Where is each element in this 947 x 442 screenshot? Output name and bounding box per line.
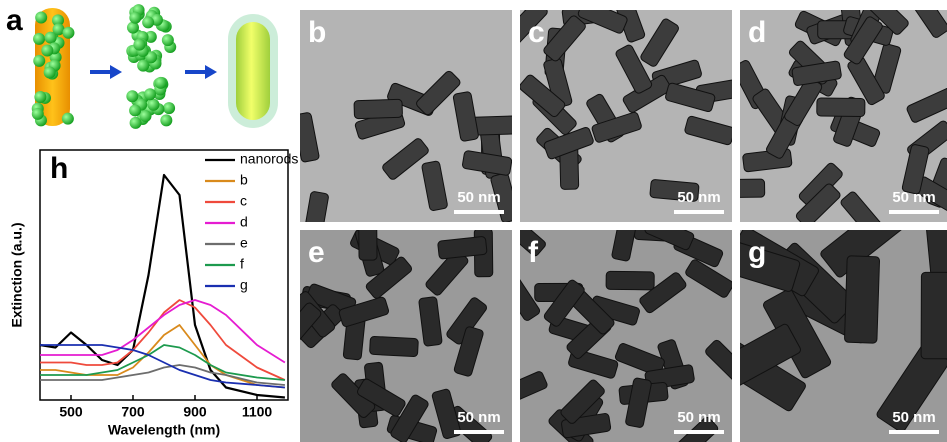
panel-label: a xyxy=(6,4,23,37)
nanoparticle xyxy=(33,33,45,45)
legend-label: e xyxy=(240,235,248,251)
nanoparticle xyxy=(160,114,172,126)
nanoparticle xyxy=(45,32,57,44)
legend-label: f xyxy=(240,256,244,272)
nanorod xyxy=(844,256,879,343)
scale-bar-label: 50 nm xyxy=(892,409,935,426)
nanoparticle xyxy=(162,34,174,46)
panel-label: c xyxy=(528,16,545,49)
nanorod xyxy=(354,99,403,118)
coated-rod xyxy=(236,22,270,120)
tem-image: d 50 nm xyxy=(716,0,947,239)
scale-bar-label: 50 nm xyxy=(677,189,720,206)
legend-label: d xyxy=(240,214,248,230)
panel-label: h xyxy=(50,152,68,185)
nanoparticle xyxy=(140,110,152,122)
x-tick-label: 700 xyxy=(121,404,145,420)
legend-label: c xyxy=(240,193,247,209)
panel-label: d xyxy=(748,16,766,49)
scale-bar-label: 50 nm xyxy=(892,189,935,206)
nanorod xyxy=(817,98,865,117)
legend-label: b xyxy=(240,172,248,188)
nanoparticle xyxy=(62,113,74,125)
chart-panel: h Wavelength (nm) Extinction (a.u.) 500 7… xyxy=(9,150,299,438)
nanoparticle xyxy=(129,104,141,116)
nanoparticle xyxy=(34,91,46,103)
nanoparticle xyxy=(62,27,74,39)
nanoparticle xyxy=(133,39,145,51)
nanoparticle xyxy=(33,55,45,67)
nanorod xyxy=(606,271,654,290)
nanoparticle xyxy=(126,90,138,102)
scale-bar-label: 50 nm xyxy=(457,189,500,206)
scale-bar-label: 50 nm xyxy=(457,409,500,426)
x-axis-title: Wavelength (nm) xyxy=(108,422,220,438)
x-tick-label: 500 xyxy=(59,404,83,420)
nanoparticle xyxy=(130,117,142,129)
panel-label: e xyxy=(308,236,325,269)
tem-content xyxy=(709,200,947,442)
panel-label: f xyxy=(528,236,539,269)
y-axis-title: Extinction (a.u.) xyxy=(9,223,25,328)
x-tick-label: 900 xyxy=(183,404,207,420)
schematic: a xyxy=(6,4,278,129)
nanoparticle xyxy=(44,67,56,79)
panel-label: g xyxy=(748,236,766,269)
tem-image: g 50 nm xyxy=(709,200,947,442)
nanoparticle xyxy=(32,108,44,120)
tem-image: c 50 nm xyxy=(503,0,746,222)
nanoparticle xyxy=(35,12,47,24)
tem-image: f 50 nm xyxy=(497,211,751,442)
legend-label: g xyxy=(240,277,248,293)
nanorod xyxy=(921,272,947,359)
nanoparticle xyxy=(163,102,175,114)
arrow-head xyxy=(205,65,217,79)
arrow-head xyxy=(110,65,122,79)
nanoparticle xyxy=(155,77,167,89)
nanoparticle xyxy=(144,88,156,100)
x-tick-label: 1100 xyxy=(242,404,273,420)
scale-bar-label: 50 nm xyxy=(677,409,720,426)
nanoparticle xyxy=(142,16,154,28)
figure: a h Wavelength (nm) Extinction (a.u.) 50… xyxy=(0,0,947,442)
series-line xyxy=(40,300,285,363)
nanoparticle xyxy=(129,12,141,24)
nanoparticle xyxy=(41,45,53,57)
series-line xyxy=(40,325,285,388)
panel-label: b xyxy=(308,16,326,49)
nanoparticle xyxy=(147,99,159,111)
nanorod xyxy=(369,336,418,356)
tem-content xyxy=(293,10,520,241)
tem-image: b 50 nm xyxy=(293,10,520,241)
tem-image: e 50 nm xyxy=(278,212,512,442)
legend-label: nanorods xyxy=(240,151,298,167)
